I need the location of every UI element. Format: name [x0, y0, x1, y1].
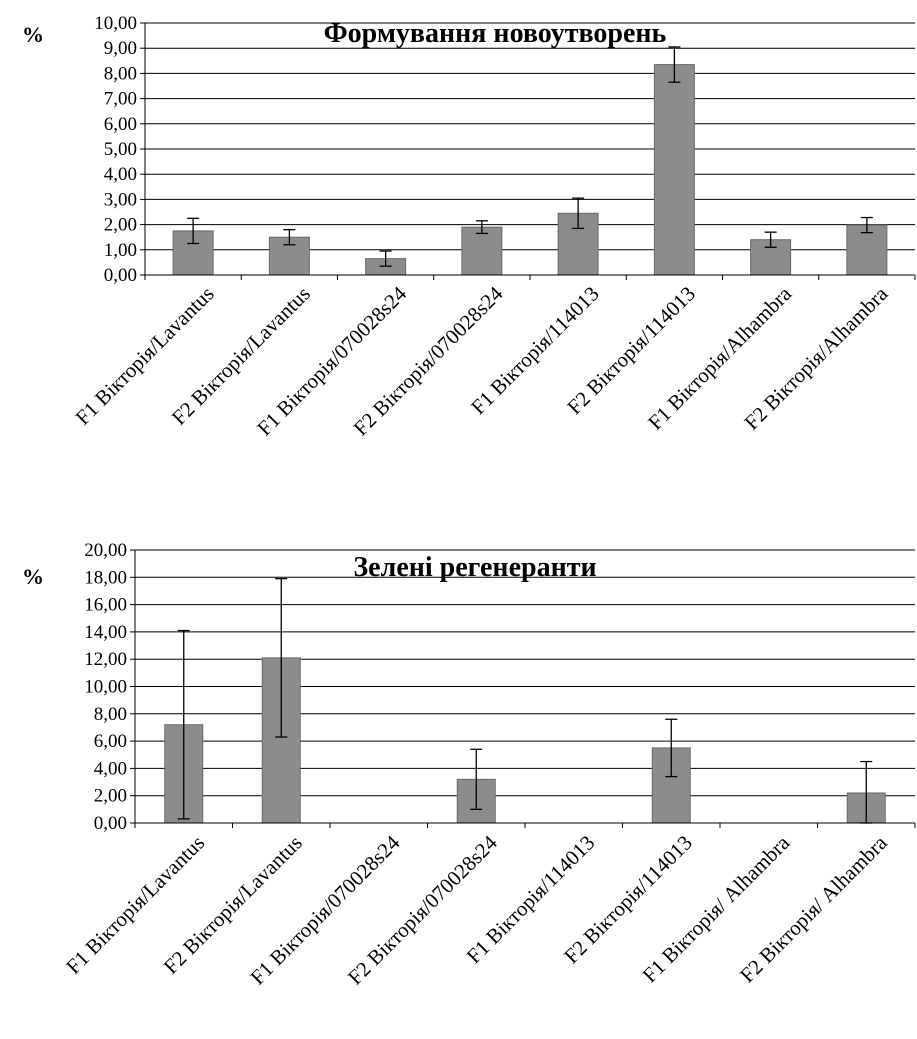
y-tick-label: 4,00	[94, 758, 127, 779]
chart-formuvannya: % Формування новоутворень 0,001,002,003,…	[22, 13, 916, 440]
y-tick-label: 10,00	[94, 13, 137, 34]
y-tick-label: 20,00	[84, 540, 127, 561]
y-tick-label: 4,00	[104, 164, 137, 185]
y-tick-label: 18,00	[84, 567, 127, 588]
y-axis-label: %	[22, 22, 44, 47]
y-tick-label: 6,00	[94, 731, 127, 752]
y-tick-label: 14,00	[84, 622, 127, 643]
bar	[653, 64, 695, 276]
chart-zeleni-regeneranty: % Зелені регенеранти 0,00 2,00 4,00 6,00 8,0…	[22, 540, 916, 989]
y-axis-label: %	[22, 564, 44, 589]
y-tick-label: 8,00	[104, 63, 137, 84]
bar	[461, 226, 503, 276]
y-tick-label: 16,00	[84, 595, 127, 616]
y-tick-label: 6,00	[104, 114, 137, 135]
chart-title: Зелені регенеранти	[353, 552, 596, 583]
y-tick-label: 2,00	[94, 786, 127, 807]
y-tick-label: 7,00	[104, 89, 137, 110]
y-tick-label: 2,00	[104, 215, 137, 236]
y-tick-label: 12,00	[84, 649, 127, 670]
y-tick-label: 10,00	[84, 677, 127, 698]
y-tick-label: 0,00	[94, 813, 127, 834]
y-tick-label: 1,00	[104, 240, 137, 261]
y-tick-label: 9,00	[104, 38, 137, 59]
bar	[846, 224, 888, 276]
y-tick-label: 5,00	[104, 139, 137, 160]
y-tick-label: 0,00	[104, 265, 137, 286]
y-tick-label: 8,00	[94, 704, 127, 725]
y-tick-label: 3,00	[104, 189, 137, 210]
